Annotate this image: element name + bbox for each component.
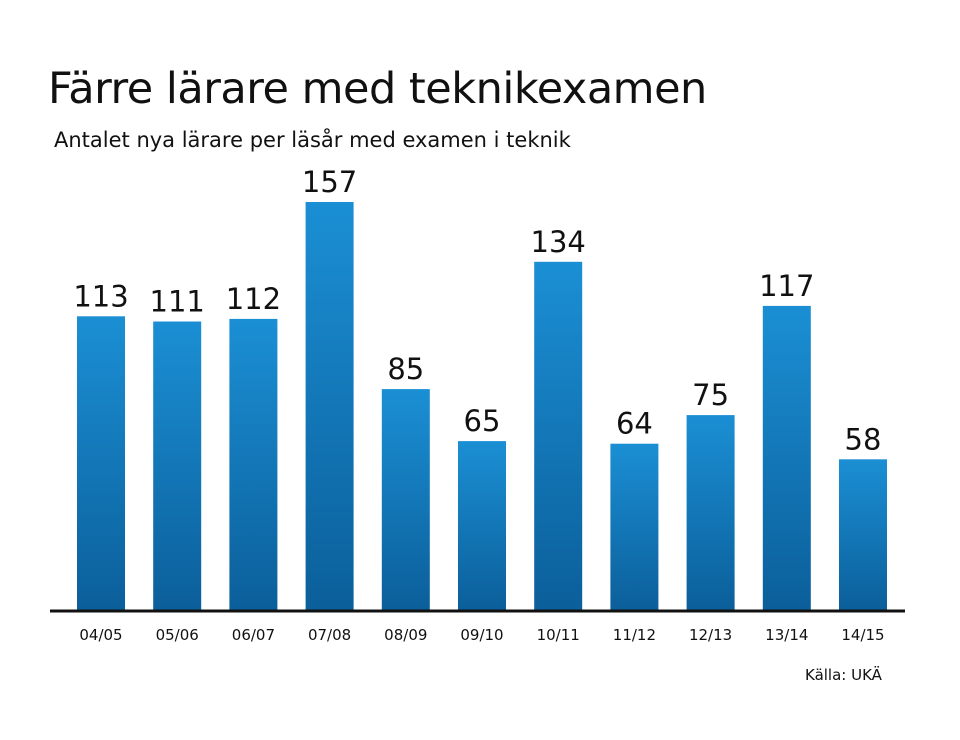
bar-value-label: 58 [845, 422, 882, 456]
bar-07-08 [305, 202, 354, 610]
bar-value-label: 64 [616, 407, 653, 441]
x-tick-label: 11/12 [613, 626, 656, 644]
value-labels-group: 113 111 112 157 85 65 134 64 75 117 58 [73, 165, 881, 456]
chart-subtitle: Antalet nya lärare per läsår med examen … [54, 128, 571, 152]
bar-12-13 [686, 415, 735, 610]
bar-14-15 [839, 459, 887, 610]
bar-value-label: 157 [302, 165, 357, 199]
bar-13-14 [762, 305, 811, 610]
bar-value-label: 111 [150, 285, 205, 319]
bar-value-label: 117 [759, 269, 814, 303]
chart-title: Färre lärare med teknikexamen [48, 64, 707, 114]
bar-05-06 [153, 321, 202, 610]
bar-value-label: 113 [73, 279, 128, 313]
bar-value-label: 85 [387, 352, 424, 386]
source-note: Källa: UKÄ [805, 666, 882, 684]
bar-10-11 [534, 261, 583, 610]
bar-06-07 [229, 318, 278, 610]
bars-group [77, 202, 887, 610]
x-tick-label: 14/15 [841, 626, 884, 644]
bar-09-10 [458, 441, 506, 610]
x-tick-label: 10/11 [537, 626, 580, 644]
bar-value-label: 65 [464, 404, 501, 438]
x-tick-label: 08/09 [384, 626, 427, 644]
bar-value-label: 112 [226, 282, 281, 316]
bar-11-12 [610, 443, 659, 610]
x-tick-label: 13/14 [765, 626, 808, 644]
bar-value-label: 134 [531, 225, 586, 259]
x-tick-label: 09/10 [460, 626, 503, 644]
x-tick-label: 04/05 [79, 626, 122, 644]
x-tick-label: 06/07 [232, 626, 275, 644]
x-tick-label: 05/06 [156, 626, 199, 644]
bar-04-05 [77, 316, 125, 610]
x-tick-label: 07/08 [308, 626, 351, 644]
x-tick-label: 12/13 [689, 626, 732, 644]
bar-value-label: 75 [692, 378, 729, 412]
bar-08-09 [381, 389, 430, 610]
x-tick-labels-group: 04/05 05/06 06/07 07/08 08/09 09/10 10/11 11/12… [79, 626, 884, 644]
